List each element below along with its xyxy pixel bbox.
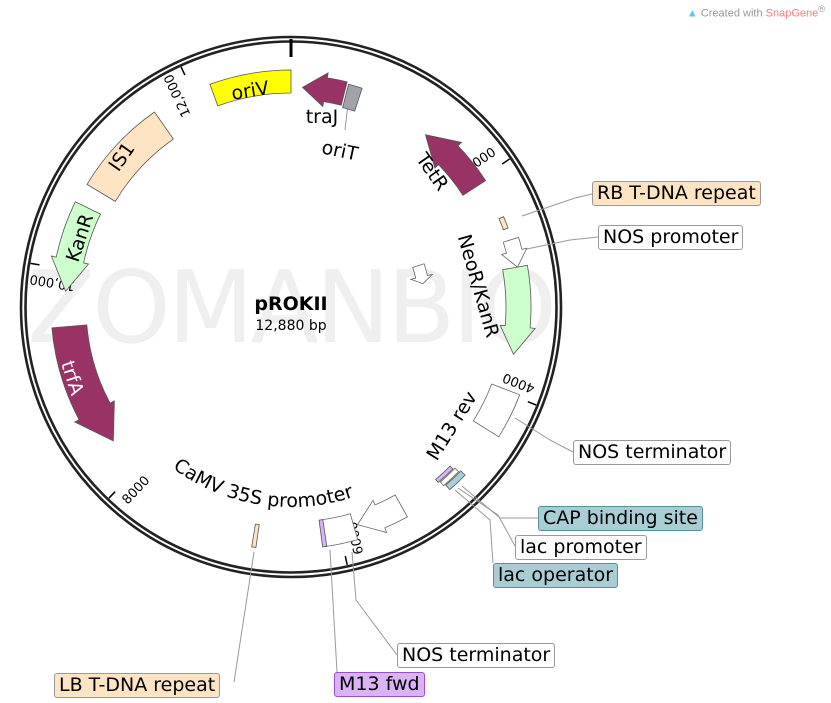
callout-lb-t-dna-repeat[interactable]: LB T-DNA repeat (54, 673, 221, 698)
callout-lac-operator[interactable]: lac operator (493, 563, 619, 588)
feature-traJ[interactable] (301, 72, 348, 108)
tick-label: 12,000 (162, 71, 195, 119)
label-CaMV-35S-promoter: CaMV 35S promoter (170, 454, 356, 512)
feature-camv-35s-arrow[interactable] (356, 494, 408, 534)
feature-IS1[interactable] (86, 111, 174, 202)
label-oriT: oriT (320, 136, 360, 165)
feature-lac-operator[interactable] (439, 467, 460, 487)
tick-mark (344, 555, 348, 566)
tick-label: 8000 (120, 473, 154, 507)
callout-nos-promoter[interactable]: NOS promoter (598, 225, 744, 250)
feature-small-arrow[interactable] (409, 263, 434, 285)
feature-nos-promoter[interactable] (500, 236, 528, 268)
snapgene-branding: ▲ Created with SnapGene® (687, 4, 825, 20)
snapgene-logo-icon: ▲ (686, 7, 698, 20)
plasmid-name: pROKII (254, 293, 327, 315)
callout-lac-promoter[interactable]: lac promoter (515, 535, 647, 560)
callout-nos-terminator[interactable]: NOS terminator (573, 440, 732, 465)
watermark: ZOMANBIO (27, 249, 557, 366)
plasmid-size: 12,880 bp (255, 318, 326, 334)
callout-rb-t-dna-repeat[interactable]: RB T-DNA repeat (592, 181, 761, 206)
tick-mark (108, 491, 116, 499)
branding-suffix: ® (818, 4, 825, 14)
tick-mark (180, 66, 186, 76)
label-M13-rev: M13 rev (422, 388, 481, 465)
callout-cap-binding-site[interactable]: CAP binding site (538, 506, 703, 531)
feature-TetR[interactable] (424, 134, 487, 196)
feature-trfA[interactable] (51, 324, 115, 442)
feature-oriV[interactable] (209, 69, 292, 107)
feature-nos-terminator[interactable] (472, 383, 521, 438)
label-oriV: oriV (230, 77, 271, 105)
label-traJ: traJ (306, 106, 339, 128)
callout-m13-fwd[interactable]: M13 fwd (334, 672, 425, 697)
feature-rb-t-dna-repeat[interactable] (498, 216, 509, 231)
tick-mark (527, 401, 537, 406)
callout-lines (233, 103, 599, 683)
feature-KanR[interactable] (50, 201, 102, 292)
feature-cap-binding-site[interactable] (445, 470, 466, 491)
branding-name: SnapGene (765, 7, 819, 20)
feature-m13-rev[interactable] (435, 465, 454, 483)
branding-prefix: Created with (700, 7, 766, 20)
feature-NeoR-KanR[interactable] (499, 264, 536, 356)
feature-lb-t-dna-repeat[interactable] (251, 523, 260, 548)
feature-oriT[interactable] (342, 83, 363, 112)
tick-mark (501, 158, 511, 165)
tick-mark (30, 262, 40, 266)
label-CaMV-35S-promoter-text: CaMV 35S promoter (170, 454, 356, 512)
feature-m13-fwd[interactable] (318, 519, 328, 548)
callout-nos-terminator-2[interactable]: NOS terminator (397, 643, 556, 668)
backbone-outer (19, 35, 563, 579)
